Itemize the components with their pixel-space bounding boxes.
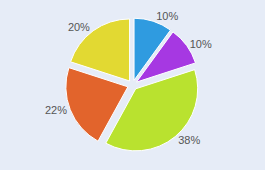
svg-text:38%: 38%: [178, 134, 200, 146]
svg-text:10%: 10%: [156, 10, 178, 22]
svg-text:22%: 22%: [45, 104, 67, 116]
svg-text:20%: 20%: [68, 21, 90, 33]
svg-text:10%: 10%: [190, 38, 212, 50]
